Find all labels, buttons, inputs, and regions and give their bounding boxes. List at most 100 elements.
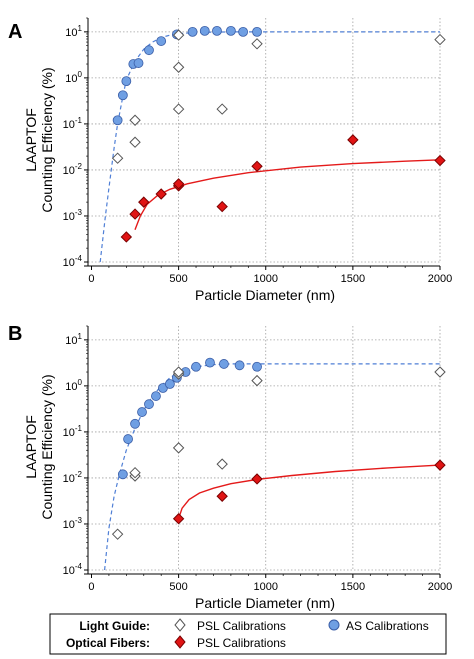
y-axis-label-b-line1: LAAPTOF [23, 415, 39, 479]
panel-a-plot-area [88, 18, 440, 262]
chart-panel-b: 0 500 1000 1500 2000 10-4 10-3 10-2 10-1 100 101 [63, 325, 452, 593]
legend-box [49, 613, 447, 655]
panel-b-x-tick-label-3: 1500 [341, 581, 365, 593]
panel-a-guide-as-point-4 [133, 58, 144, 68]
y-axis-label-a-line1: LAAPTOF [23, 108, 39, 172]
panel-a-guide-as-point-11 [225, 25, 236, 36]
panel-a-guide-psl-point-2 [129, 114, 141, 126]
panel-b-guide-as-point-2 [130, 418, 140, 429]
panel-a-y-tick-label-0: 10-4 [63, 254, 83, 269]
panel-b-guide-as-point-14 [252, 361, 262, 372]
panel-a-y-tick-label-2: 10-2 [63, 162, 83, 177]
panel-a-x-tick-label-3: 1500 [341, 273, 365, 285]
panel-a-fiber-psl-point-7 [251, 160, 263, 173]
panel-b-y-tick-label-5: 101 [65, 332, 82, 347]
legend-light-guide-label: Light Guide: [79, 619, 150, 633]
panel-a-guide-psl-point-8 [434, 33, 446, 46]
x-axis-label-a: Particle Diameter (nm) [195, 287, 335, 303]
panel-a-x-tick-label-0: 0 [88, 273, 94, 285]
panel-a-fiber-psl-point-6 [216, 200, 228, 213]
panel-a-guide-as-point-10 [212, 25, 222, 36]
panel-a-guide-as-point-8 [187, 26, 198, 37]
panel-a-y-tick-label-4: 100 [65, 70, 82, 85]
y-axis-label-b-line2: Counting Efficiency (%) [39, 374, 55, 519]
legend-psl-guide-text: PSL Calibrations [197, 619, 286, 633]
panel-b-guide-as-point-3 [137, 407, 147, 417]
legend-psl-guide-marker [174, 618, 186, 632]
panel-b-guide-as-point-1 [123, 434, 133, 444]
panel-b-y-tick-label-4: 100 [65, 378, 82, 393]
panel-b-x-tick-label-2: 1000 [254, 581, 278, 593]
panel-a-fiber-psl-point-3 [155, 188, 167, 200]
panel-b-guide-psl-point-8 [434, 366, 446, 378]
panel-b-guide-as-point-0 [117, 469, 128, 480]
panel-a-guide-as-point-13 [252, 26, 262, 37]
legend: Light Guide: Optical Fibers: PSL Calibra… [49, 613, 447, 655]
panel-a-fiber-psl-point-8 [347, 134, 359, 146]
panel-a-guide-psl-point-4 [172, 61, 185, 73]
panel-b-guide-psl-point-7 [251, 374, 263, 387]
panel-b-guide-psl-point-0 [111, 528, 124, 540]
panel-b-fiber-psl-point-3 [434, 459, 446, 471]
panel-a-x-tick-label-1: 500 [169, 273, 187, 285]
panel-b-guide-psl-point-6 [216, 458, 228, 470]
panel-a-fiber-psl-point-5 [172, 178, 185, 190]
panel-a-guide-as-point-2 [121, 76, 132, 87]
panel-b-y-tick-label-2: 10-2 [63, 470, 83, 485]
chart-panel-a: 0 500 1000 1500 2000 10-4 10-3 10-2 10-1 100 101 [63, 17, 452, 285]
panel-b-y-tick-label-1: 10-3 [63, 516, 83, 531]
panel-b-guide-as-point-10 [191, 361, 201, 372]
legend-psl-fiber-marker [174, 635, 186, 649]
panel-a-guide-psl-point-0 [111, 152, 124, 164]
panel-b-guide-as-point-4 [144, 399, 154, 410]
panel-b-fiber-psl-point-0 [172, 513, 185, 525]
panel-b-guide-psl-point-3 [172, 442, 185, 454]
panel-a-guide-as-point-0 [112, 115, 123, 126]
panel-b-plot-area [88, 326, 440, 570]
panel-a-fiber-psl-point-1 [129, 208, 141, 220]
panel-b-y-tick-label-3: 10-1 [63, 424, 83, 439]
panel-a-fiber-fit-curve [134, 159, 441, 231]
panel-a-guide-as-point-6 [156, 36, 167, 46]
panel-b-fiber-fit-curve [177, 464, 441, 519]
panel-a-guide-as-point-12 [238, 26, 248, 37]
panel-a-guide-psl-point-6 [216, 103, 228, 115]
panel-a-guide-as-point-5 [144, 45, 154, 56]
panel-b-y-tick-label-0: 10-4 [63, 562, 83, 577]
panel-b-guide-psl-point-2 [129, 466, 141, 479]
panel-a-fiber-psl-point-9 [434, 154, 446, 167]
panel-b-guide-psl-point-5 [172, 366, 185, 378]
panel-a-y-tick-label-5: 101 [65, 24, 82, 39]
panel-b-guide-as-point-7 [165, 379, 175, 389]
panel-a-fiber-psl-point-0 [120, 231, 133, 243]
x-axis-label-b: Particle Diameter (nm) [195, 595, 335, 611]
panel-b-guide-as-point-12 [219, 359, 229, 369]
panel-b-x-tick-label-1: 500 [169, 581, 187, 593]
panel-a-x-tick-label-2: 1000 [254, 273, 278, 285]
panel-a-x-tick-label-4: 2000 [428, 273, 452, 285]
panel-a-guide-psl-point-7 [251, 38, 263, 50]
panel-b-guide-as-point-13 [234, 360, 245, 371]
panel-a-guide-psl-point-5 [172, 29, 185, 41]
legend-optical-fibers-label: Optical Fibers: [66, 636, 150, 650]
legend-psl-fiber-text: PSL Calibrations [197, 636, 286, 650]
panel-b-x-tick-label-0: 0 [88, 581, 94, 593]
panel-a-y-tick-label-1: 10-3 [63, 208, 83, 223]
panel-label-b: B [8, 323, 22, 345]
panel-a-fiber-psl-point-2 [138, 196, 150, 208]
panel-label-a: A [8, 21, 22, 43]
panel-b-fiber-psl-point-1 [216, 490, 228, 502]
panel-a-guide-psl-point-3 [172, 103, 185, 115]
panel-a-guide-as-point-1 [117, 90, 128, 101]
panel-b-guide-as-point-11 [205, 357, 215, 368]
panel-a-guide-as-point-9 [199, 25, 210, 36]
y-axis-label-a-line2: Counting Efficiency (%) [39, 67, 55, 212]
legend-as-marker [328, 619, 340, 631]
panel-b-fiber-psl-point-2 [251, 473, 263, 485]
panel-a-guide-psl-point-1 [129, 136, 141, 148]
panel-b-guide-as-point-5 [151, 391, 161, 401]
panel-b-x-tick-label-4: 2000 [428, 581, 452, 593]
legend-as-text: AS Calibrations [346, 619, 429, 633]
panel-a-y-tick-label-3: 10-1 [63, 116, 83, 131]
